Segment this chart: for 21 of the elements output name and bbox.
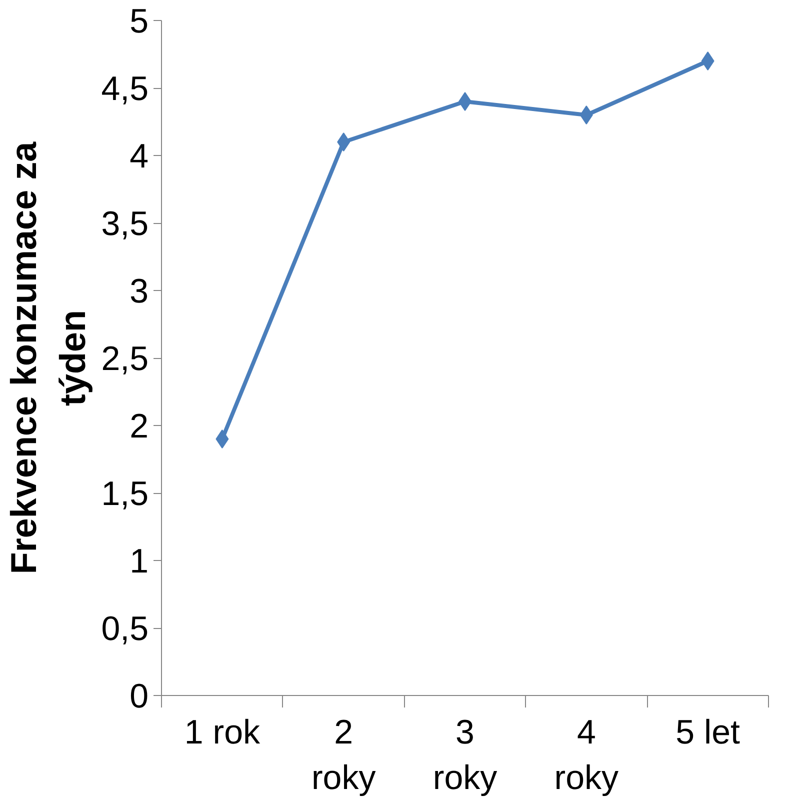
y-tick-label: 0 [130, 678, 149, 716]
y-tick-label: 5 [130, 2, 149, 40]
point [701, 52, 714, 70]
x-tick-label: 4 roky [554, 714, 619, 798]
point [580, 106, 593, 124]
x-tick-label: 5 let [676, 714, 740, 752]
point [216, 430, 229, 448]
y-tick-label: 4,5 [101, 70, 148, 108]
y-tick-label: 2,5 [101, 340, 148, 378]
y-tick-label: 4 [130, 138, 149, 176]
y-tick-label: 3 [130, 272, 149, 310]
y-tick-label: 2 [130, 408, 149, 446]
x-tick-label: 3 roky [432, 714, 498, 798]
y-axis-title: Frekvence konzumace za týden [3, 140, 94, 574]
y-tick-label: 3,5 [101, 205, 148, 243]
x-tick-label: 2 roky [311, 714, 376, 798]
x-tick-label: 1 rok [184, 714, 261, 752]
y-tick-label: 0,5 [101, 610, 148, 648]
point [337, 132, 350, 152]
y-tick-label: 1 [130, 542, 149, 580]
y-tick-label: 1,5 [101, 475, 148, 513]
